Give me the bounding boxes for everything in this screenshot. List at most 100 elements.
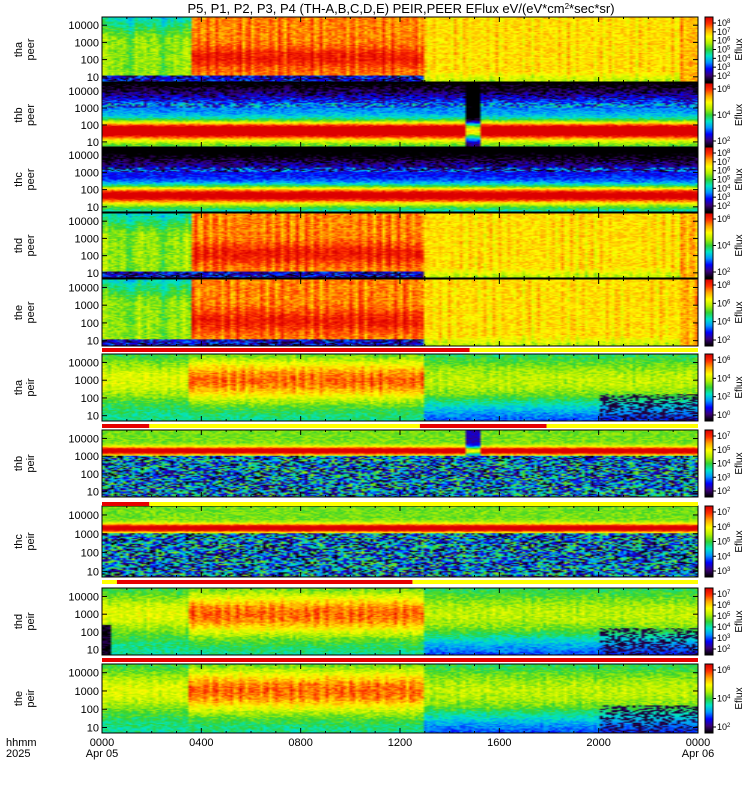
panel-thc-peir: 10 100 1000 10000 thcpeir 107 106 105 104 103 Eflu… xyxy=(13,505,745,578)
mode-bar-red-segment xyxy=(419,424,547,428)
colorbar-tick-label: 104 xyxy=(717,183,731,193)
mode-bar-yellow-segment xyxy=(102,580,117,584)
panel-label: thbpeir xyxy=(13,454,37,473)
y-tick-label: 100 xyxy=(81,393,99,405)
mode-bar-red-segment xyxy=(102,502,150,506)
y-tick-label: 10000 xyxy=(68,86,99,98)
colorbar xyxy=(705,664,713,733)
y-tick-label: 1000 xyxy=(75,167,99,179)
colorbar-title: Eflux xyxy=(734,38,745,60)
colorbar xyxy=(705,17,713,82)
panel-tha-peir: 10 100 1000 10000 thapeir 106 104 102 100 Eflux xyxy=(13,353,745,423)
colorbar-tick-label: 102 xyxy=(717,267,731,277)
colorbar-tick-label: 103 xyxy=(717,633,731,643)
colorbar-tick-label: 102 xyxy=(717,201,731,211)
panel-label: thbpeer xyxy=(13,104,37,126)
mode-bar-red-segment xyxy=(102,424,150,428)
colorbar xyxy=(705,213,713,278)
colorbar-tick-label: 104 xyxy=(717,622,731,632)
x-tick-label: 2000 xyxy=(586,737,610,749)
colorbar-tick-label: 107 xyxy=(717,27,731,37)
mode-bar-yellow-segment xyxy=(469,348,698,352)
colorbar xyxy=(705,279,713,346)
colorbar-title: Eflux xyxy=(734,687,745,709)
x-tick-label: 0800 xyxy=(288,737,312,749)
colorbar-tick-label: 106 xyxy=(717,522,731,532)
y-tick-label: 100 xyxy=(81,627,99,639)
y-tick-label: 1000 xyxy=(75,300,99,312)
x-date-label-end: Apr 06 xyxy=(682,748,714,760)
spectrogram-the-peer xyxy=(102,279,698,346)
spectrogram-thc-peir xyxy=(102,506,698,577)
colorbar-tick-label: 108 xyxy=(717,280,731,290)
spectrogram-thc-peer xyxy=(102,147,698,212)
panel-label-species: peer xyxy=(25,234,37,256)
colorbar xyxy=(705,430,713,497)
y-tick-label: 1000 xyxy=(75,103,99,115)
colorbar-frame xyxy=(704,353,714,422)
colorbar-tick-label: 104 xyxy=(717,317,731,327)
y-tick-label: 1000 xyxy=(75,529,99,541)
x-tick-label: 0000 xyxy=(686,737,710,749)
colorbar-title: Eflux xyxy=(734,530,745,552)
y-tick-label: 100 xyxy=(81,55,99,67)
spectrogram-tha-peir xyxy=(102,354,698,421)
y-tick-label: 100 xyxy=(81,318,99,330)
colorbar-tick-label: 108 xyxy=(717,18,731,28)
colorbar xyxy=(705,506,713,577)
y-tick-label: 10000 xyxy=(68,357,99,369)
y-tick-label: 10 xyxy=(87,202,99,214)
mode-bar-red-segment xyxy=(102,658,698,662)
y-tick-label: 100 xyxy=(81,469,99,481)
colorbar-tick-label: 106 xyxy=(717,214,731,224)
panel-label-probe: thd xyxy=(13,238,25,253)
panel-label-species: peir xyxy=(25,378,37,397)
panel-label-probe: tha xyxy=(13,379,25,395)
panel-label-probe: thb xyxy=(13,456,25,471)
panel-label-probe: the xyxy=(13,305,25,320)
colorbar-tick-label: 104 xyxy=(717,459,731,469)
y-tick-label: 10 xyxy=(87,268,99,280)
colorbar-tick-label: 100 xyxy=(717,410,731,420)
mode-bar-yellow-segment xyxy=(149,424,420,428)
colorbar-tick-label: 106 xyxy=(717,166,731,176)
colorbar-frame xyxy=(704,587,714,656)
colorbar-tick-label: 102 xyxy=(717,486,731,496)
colorbar-tick-label: 107 xyxy=(717,431,731,441)
y-tick-label: 100 xyxy=(81,120,99,132)
colorbar-tick-label: 105 xyxy=(717,175,731,185)
y-tick-label: 10 xyxy=(87,487,99,499)
panel-label: thepeir xyxy=(13,689,37,708)
panel-label-probe: the xyxy=(13,691,25,706)
panel-label: thcpeer xyxy=(13,168,37,190)
colorbar-tick-label: 103 xyxy=(717,566,731,576)
colorbar-tick-label: 105 xyxy=(717,537,731,547)
colorbar-title: Eflux xyxy=(734,168,745,190)
colorbar-tick-label: 102 xyxy=(717,392,731,402)
x-date-label-start: Apr 05 xyxy=(86,748,118,760)
panel-label-species: peir xyxy=(25,454,37,473)
spectrogram-thb-peir xyxy=(102,430,698,497)
colorbar-title: Eflux xyxy=(734,610,745,632)
colorbar-tick-label: 102 xyxy=(717,71,731,81)
y-tick-label: 100 xyxy=(81,548,99,560)
colorbar-tick-label: 104 xyxy=(717,551,731,561)
y-tick-label: 10000 xyxy=(68,668,99,680)
y-tick-label: 100 xyxy=(81,185,99,197)
mode-bar-yellow-segment xyxy=(546,424,698,428)
panel-label: thdpeir xyxy=(13,612,37,631)
y-tick-label: 1000 xyxy=(75,375,99,387)
y-tick-label: 10000 xyxy=(68,20,99,32)
panel-label-probe: thc xyxy=(13,172,25,187)
y-tick-label: 10000 xyxy=(68,150,99,162)
mode-bar-red-segment xyxy=(116,580,413,584)
panel-label-species: peer xyxy=(25,104,37,126)
panel-label-species: peir xyxy=(25,689,37,708)
colorbar-tick-label: 104 xyxy=(717,110,731,120)
y-tick-label: 1000 xyxy=(75,609,99,621)
colorbar-tick-label: 106 xyxy=(717,298,731,308)
colorbar-tick-label: 104 xyxy=(717,694,731,704)
y-tick-label: 10 xyxy=(87,645,99,657)
